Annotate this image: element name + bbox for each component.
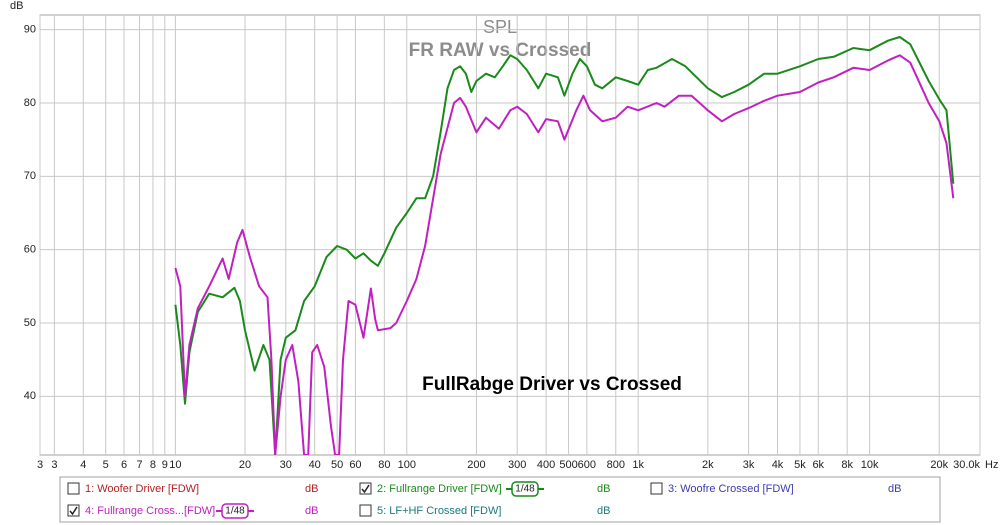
legend-checkbox[interactable] [67, 482, 80, 495]
plot-area [39, 14, 981, 456]
x-tick-label: 500 [559, 459, 577, 471]
y-tick-label: 60 [24, 244, 36, 256]
x-tick-label: 80 [378, 459, 390, 471]
x-tick-label: 3 [51, 459, 57, 471]
annotation: FullRabge Driver vs Crossed [422, 374, 682, 395]
x-tick-label: 20 [239, 459, 251, 471]
chart-subtitle: FR RAW vs Crossed [409, 40, 592, 61]
y-tick-label: 70 [24, 170, 36, 182]
x-tick-label: 20k [930, 459, 948, 471]
legend-box [59, 476, 941, 523]
legend-checkbox[interactable] [650, 482, 663, 495]
series-lines [174, 36, 955, 455]
x-tick-label: 10k [861, 459, 879, 471]
x-tick-label: 300 [508, 459, 526, 471]
x-tick-label: 10 [169, 459, 181, 471]
x-tick-label: 50 [331, 459, 343, 471]
x-tick-label: 800 [607, 459, 625, 471]
y-tick-label: 80 [24, 97, 36, 109]
legend-unit: dB [305, 483, 318, 495]
legend-label: 3: Woofre Crossed [FDW] [668, 483, 794, 495]
x-tick-label: 30 [280, 459, 292, 471]
y-axis-label: dB [10, 0, 23, 12]
legend-unit: dB [597, 483, 610, 495]
legend-label: 5: LF+HF Crossed [FDW] [377, 505, 501, 517]
legend-label: 1: Woofer Driver [FDW] [85, 483, 199, 495]
x-tick-label: 8k [841, 459, 853, 471]
x-tick-label: 3k [743, 459, 755, 471]
series-line [174, 36, 955, 455]
checkmark[interactable] [69, 506, 78, 516]
x-tick-label: 6 [121, 459, 127, 471]
legend-label: 4: Fullrange Cross...[FDW] [85, 505, 215, 517]
y-tick-label: 50 [24, 317, 36, 329]
x-tick-label: 600 [578, 459, 596, 471]
x-tick-label: 4k [772, 459, 784, 471]
x-tick-label: 30.0k [953, 459, 980, 471]
legend-unit: dB [888, 483, 901, 495]
smoothing-label: 1/48 [225, 506, 245, 517]
x-tick-label: 1k [632, 459, 644, 471]
legend-unit: dB [597, 505, 610, 517]
y-tick-label: 90 [24, 24, 36, 36]
legend-checkbox[interactable] [359, 504, 372, 517]
chart-title: SPL [483, 17, 517, 37]
x-tick-label: 60 [349, 459, 361, 471]
y-tick-label: 40 [24, 390, 36, 402]
x-tick-label: 40 [309, 459, 321, 471]
smoothing-label: 1/48 [515, 484, 535, 495]
x-tick-label: 200 [467, 459, 485, 471]
legend-label: 2: Fullrange Driver [FDW] [377, 483, 502, 495]
x-tick-label: 100 [398, 459, 416, 471]
x-tick-label: 5k [794, 459, 806, 471]
x-tick-label: 9 [162, 459, 168, 471]
checkmark[interactable] [361, 484, 370, 494]
x-tick-label: 4 [80, 459, 86, 471]
series-line [174, 54, 955, 455]
x-tick-label: 8 [150, 459, 156, 471]
smoothing-badge[interactable] [511, 481, 539, 497]
x-tick-label: 3 [37, 459, 43, 471]
smoothing-badge[interactable] [221, 503, 249, 519]
legend-checkbox[interactable] [359, 482, 372, 495]
x-tick-label: 6k [812, 459, 824, 471]
x-tick-label: 2k [702, 459, 714, 471]
x-tick-label: 7 [136, 459, 142, 471]
x-tick-label: 5 [103, 459, 109, 471]
legend-checkbox[interactable] [67, 504, 80, 517]
legend-unit: dB [305, 505, 318, 517]
x-tick-label: 400 [537, 459, 555, 471]
x-axis-label: Hz [985, 459, 998, 471]
